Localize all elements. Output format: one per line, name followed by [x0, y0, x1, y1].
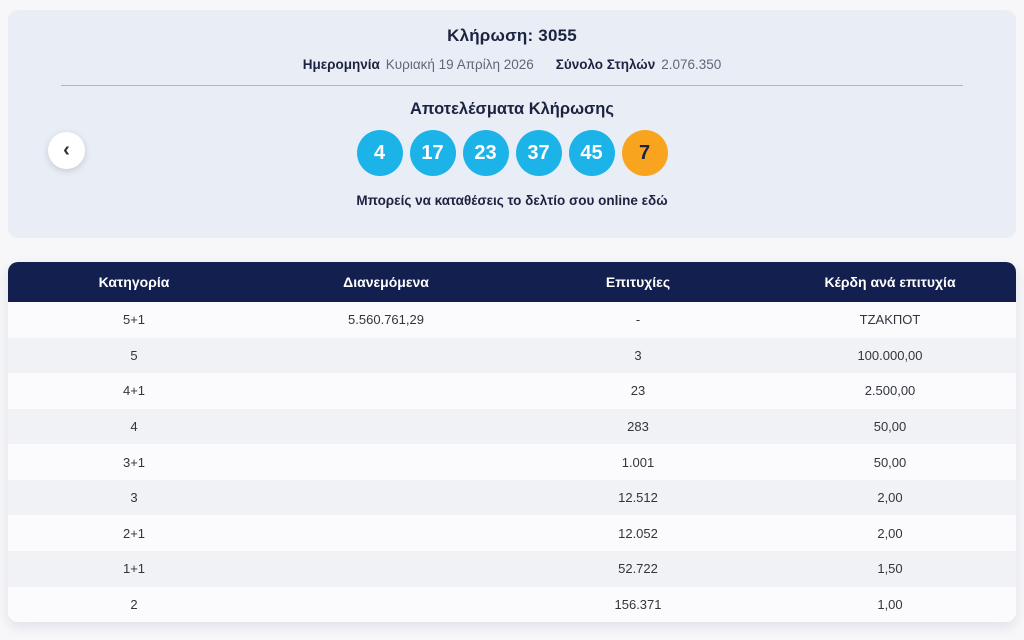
chevron-left-icon: ‹	[63, 138, 70, 161]
total-columns: Σύνολο Στηλών 2.076.350	[556, 57, 722, 72]
table-cell: 2,00	[877, 525, 903, 541]
table-cell: 2.500,00	[864, 383, 916, 399]
table-row: 5 3 100.000,00	[8, 337, 1016, 374]
table-header-row: Κατηγορία Διανεμόμενα Επιτυχίες Κέρδη αν…	[8, 262, 1016, 302]
table-row: 4+1 23 2.500,00	[8, 373, 1016, 409]
table-cell: 5+1	[122, 312, 146, 328]
table-cell: 2+1	[122, 525, 146, 541]
table-cell: 3+1	[122, 454, 146, 470]
draw-summary-card: Κλήρωση: 3055 Ημερομηνία Κυριακή 19 Απρί…	[8, 10, 1016, 238]
table-row: 3 12.512 2,00	[8, 479, 1016, 516]
table-row: 3+1 1.001 50,00	[8, 444, 1016, 480]
table-row: 2 156.371 1,00	[8, 586, 1016, 622]
table-cell: 5	[130, 347, 138, 363]
draw-meta: Ημερομηνία Κυριακή 19 Απρίλη 2026 Σύνολο…	[303, 57, 722, 72]
table-cell: 4	[130, 418, 138, 434]
header-divider	[61, 85, 963, 86]
number-ball: 4	[356, 130, 403, 176]
table-cell: 4+1	[122, 383, 146, 399]
online-bet-link[interactable]: Μπορείς να καταθέσεις το δελτίο σου onli…	[356, 193, 668, 208]
table-header-winners: Επιτυχίες	[605, 274, 671, 290]
table-row: 2+1 12.052 2,00	[8, 515, 1016, 551]
draw-title: Κλήρωση: 3055	[447, 26, 577, 45]
bonus-number-ball: 7	[621, 130, 668, 176]
number-ball: 23	[462, 130, 509, 176]
table-body: 5+1 5.560.761,29- ΤΖΑΚΠΟΤ 5 3 100.000,00 4+1 23…	[8, 302, 1016, 622]
table-cell: 5.560.761,29	[348, 312, 424, 328]
table-header-winnings-per-win: Κέρδη ανά επιτυχία	[824, 274, 956, 290]
results-title: Αποτελέσματα Κλήρωσης	[410, 100, 614, 118]
table-cell: 100.000,00	[857, 347, 923, 363]
table-cell: 12.512	[618, 490, 658, 506]
number-ball: 37	[515, 130, 562, 176]
table-cell: 50,00	[873, 454, 907, 470]
table-cell: 52.722	[618, 561, 658, 577]
table-cell: ΤΖΑΚΠΟΤ	[859, 312, 921, 328]
table-cell: 3	[130, 490, 138, 506]
table-header-distributed: Διανεμόμενα	[343, 274, 429, 290]
table-header-category: Κατηγορία	[98, 274, 170, 290]
table-cell: 12.052	[618, 525, 658, 541]
table-cell: 2	[130, 596, 138, 612]
table-cell: 23	[630, 383, 646, 399]
results-table-card: Κατηγορία Διανεμόμενα Επιτυχίες Κέρδη αν…	[8, 262, 1016, 622]
table-cell: 50,00	[873, 418, 907, 434]
total-columns-label: Σύνολο Στηλών	[555, 57, 656, 72]
number-ball: 17	[409, 130, 456, 176]
winning-numbers: 4 17 23 37 45 7	[356, 130, 668, 176]
prev-draw-button[interactable]: ‹	[48, 132, 85, 169]
table-cell: 156.371	[614, 596, 662, 612]
table-row: 5+1 5.560.761,29 - ΤΖΑΚΠΟΤ	[8, 302, 1016, 338]
table-cell: 1+1	[122, 561, 146, 577]
table-cell: 1,50	[877, 561, 903, 577]
draw-date: Ημερομηνία Κυριακή 19 Απρίλη 2026	[303, 57, 534, 72]
table-row: 4 283 50,00	[8, 408, 1016, 445]
table-cell: 1,00	[877, 596, 903, 612]
table-cell: 3	[634, 347, 642, 363]
table-cell: 1.001	[621, 454, 655, 470]
table-cell: 283	[627, 418, 649, 434]
total-columns-value: 2.076.350	[661, 57, 722, 72]
draw-date-label: Ημερομηνία	[302, 57, 380, 72]
number-ball: 45	[568, 130, 615, 176]
table-row: 1+1 52.722 1,50	[8, 550, 1016, 587]
table-cell: -	[635, 312, 641, 328]
draw-date-value: Κυριακή 19 Απρίλη 2026	[385, 57, 534, 72]
table-cell: 2,00	[877, 490, 903, 506]
